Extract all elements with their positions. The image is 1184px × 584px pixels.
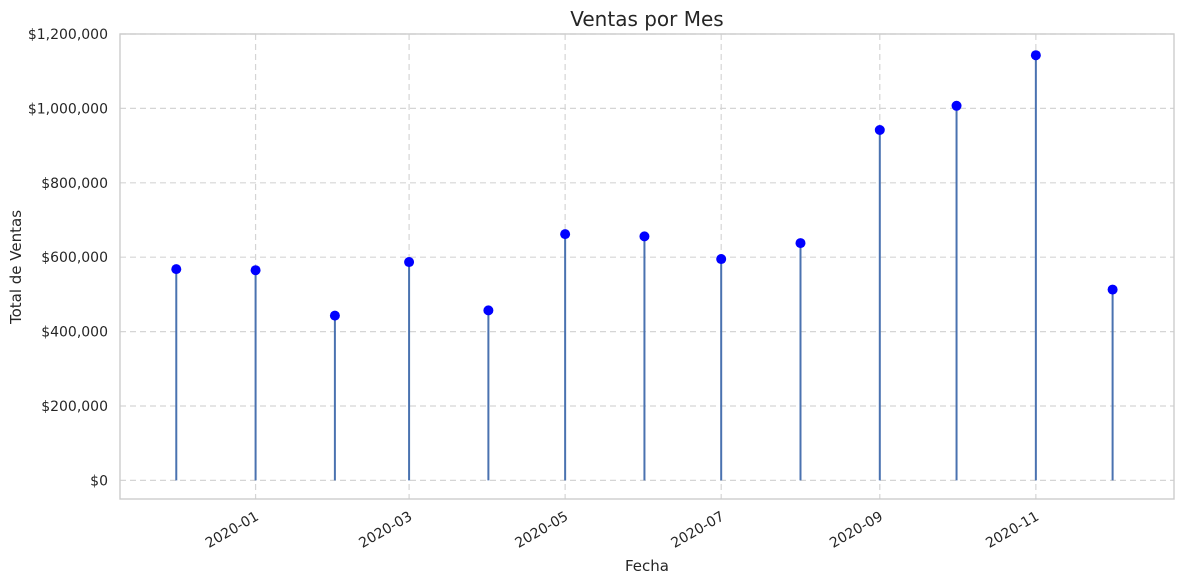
- y-tick-label: $1,200,000: [28, 27, 108, 43]
- data-point: [795, 238, 806, 249]
- x-tick-label: 2020-05: [512, 509, 571, 552]
- y-tick-label: $1,000,000: [28, 101, 108, 117]
- data-point: [639, 231, 650, 242]
- chart-title: Ventas por Mes: [570, 7, 723, 31]
- x-gridlines: [254, 34, 1037, 499]
- y-tick-label: $200,000: [41, 399, 108, 415]
- x-axis-label: Fecha: [625, 557, 669, 575]
- y-tick-label: $800,000: [41, 176, 108, 192]
- x-tick-label: 2020-09: [827, 509, 886, 552]
- x-tick-label: 2020-03: [356, 509, 415, 552]
- x-tick-label: 2020-07: [669, 509, 728, 552]
- data-point: [874, 124, 885, 135]
- data-point: [1107, 284, 1118, 295]
- y-tick-label: $400,000: [41, 325, 108, 341]
- plot-frame: [119, 33, 1175, 500]
- data-point: [171, 264, 182, 275]
- y-axis-label: Total de Ventas: [7, 210, 25, 325]
- y-tick-label: $0: [90, 473, 108, 489]
- data-stems: [175, 55, 1114, 481]
- x-tick-label: 2020-01: [203, 509, 262, 552]
- data-point: [1030, 50, 1041, 61]
- y-gridlines: [120, 33, 1174, 481]
- data-point: [716, 254, 727, 265]
- y-tick-labels: $0 $200,000 $400,000 $600,000 $800,000 $1,000…: [28, 27, 108, 489]
- data-point: [483, 305, 494, 316]
- data-point: [951, 100, 962, 111]
- data-point: [250, 265, 261, 276]
- x-tick-labels: 2020-01 2020-03 2020-05 2020-07 2020-09 2020-…: [203, 509, 1042, 552]
- data-point: [329, 310, 340, 321]
- x-tick-label: 2020-11: [983, 509, 1042, 552]
- data-point: [560, 229, 571, 240]
- y-tick-label: $600,000: [41, 250, 108, 266]
- data-point: [404, 257, 415, 268]
- data-markers: [171, 50, 1118, 321]
